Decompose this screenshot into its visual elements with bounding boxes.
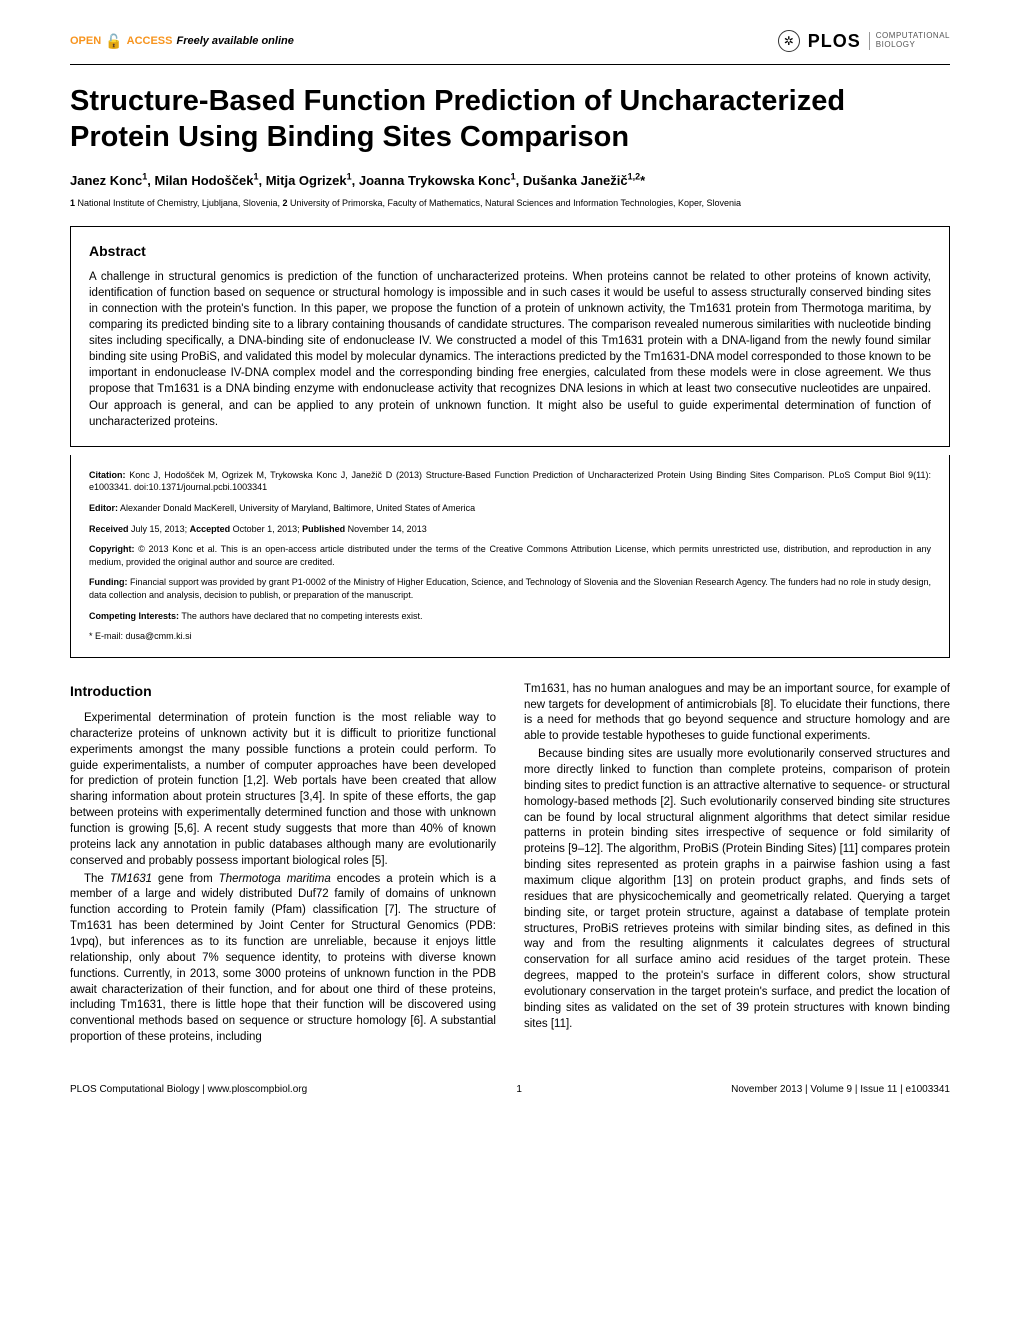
abstract-text: A challenge in structural genomics is pr… [89, 269, 931, 430]
intro-para-2: The TM1631 gene from Thermotoga maritima… [70, 872, 496, 1046]
competing-line: Competing Interests: The authors have de… [89, 610, 931, 623]
authors-list: Janez Konc1, Milan Hodošček1, Mitja Ogri… [70, 172, 950, 188]
abstract-heading: Abstract [89, 243, 931, 259]
citation-line: Citation: Konc J, Hodošček M, Ogrizek M,… [89, 469, 931, 494]
affiliations: 1 National Institute of Chemistry, Ljubl… [70, 198, 950, 208]
footer-left: PLOS Computational Biology | www.ploscom… [70, 1084, 307, 1095]
funding-line: Funding: Financial support was provided … [89, 576, 931, 601]
freely-label: Freely available online [176, 35, 293, 47]
page-footer: PLOS Computational Biology | www.ploscom… [70, 1084, 950, 1095]
intro-para-1: Experimental determination of protein fu… [70, 711, 496, 870]
column-right: Tm1631, has no human analogues and may b… [524, 682, 950, 1048]
access-label: ACCESS [127, 35, 173, 47]
abstract-box: Abstract A challenge in structural genom… [70, 226, 950, 447]
article-meta: Citation: Konc J, Hodošček M, Ogrizek M,… [70, 455, 950, 658]
article-title: Structure-Based Function Prediction of U… [70, 83, 950, 156]
journal-logo: ✲ PLOS COMPUTATIONAL BIOLOGY [778, 30, 950, 52]
header-divider [70, 64, 950, 65]
column-left: Introduction Experimental determination … [70, 682, 496, 1048]
footer-right: November 2013 | Volume 9 | Issue 11 | e1… [731, 1084, 950, 1095]
page-number: 1 [516, 1084, 522, 1095]
intro-para-2-cont: Tm1631, has no human analogues and may b… [524, 682, 950, 745]
page-header: OPEN 🔓 ACCESS Freely available online ✲ … [70, 30, 950, 52]
plos-text: PLOS [808, 31, 861, 52]
copyright-line: Copyright: © 2013 Konc et al. This is an… [89, 543, 931, 568]
editor-line: Editor: Alexander Donald MacKerell, Univ… [89, 502, 931, 515]
unlock-icon: 🔓 [105, 33, 122, 50]
plos-emblem-icon: ✲ [778, 30, 800, 52]
intro-para-3: Because binding sites are usually more e… [524, 747, 950, 1032]
open-access-badge: OPEN 🔓 ACCESS Freely available online [70, 33, 294, 50]
email-line: * E-mail: dusa@cmm.ki.si [89, 630, 931, 643]
body-columns: Introduction Experimental determination … [70, 682, 950, 1048]
dates-line: Received July 15, 2013; Accepted October… [89, 523, 931, 536]
open-label: OPEN [70, 35, 101, 47]
journal-name: COMPUTATIONAL BIOLOGY [869, 32, 950, 50]
intro-heading: Introduction [70, 682, 496, 701]
